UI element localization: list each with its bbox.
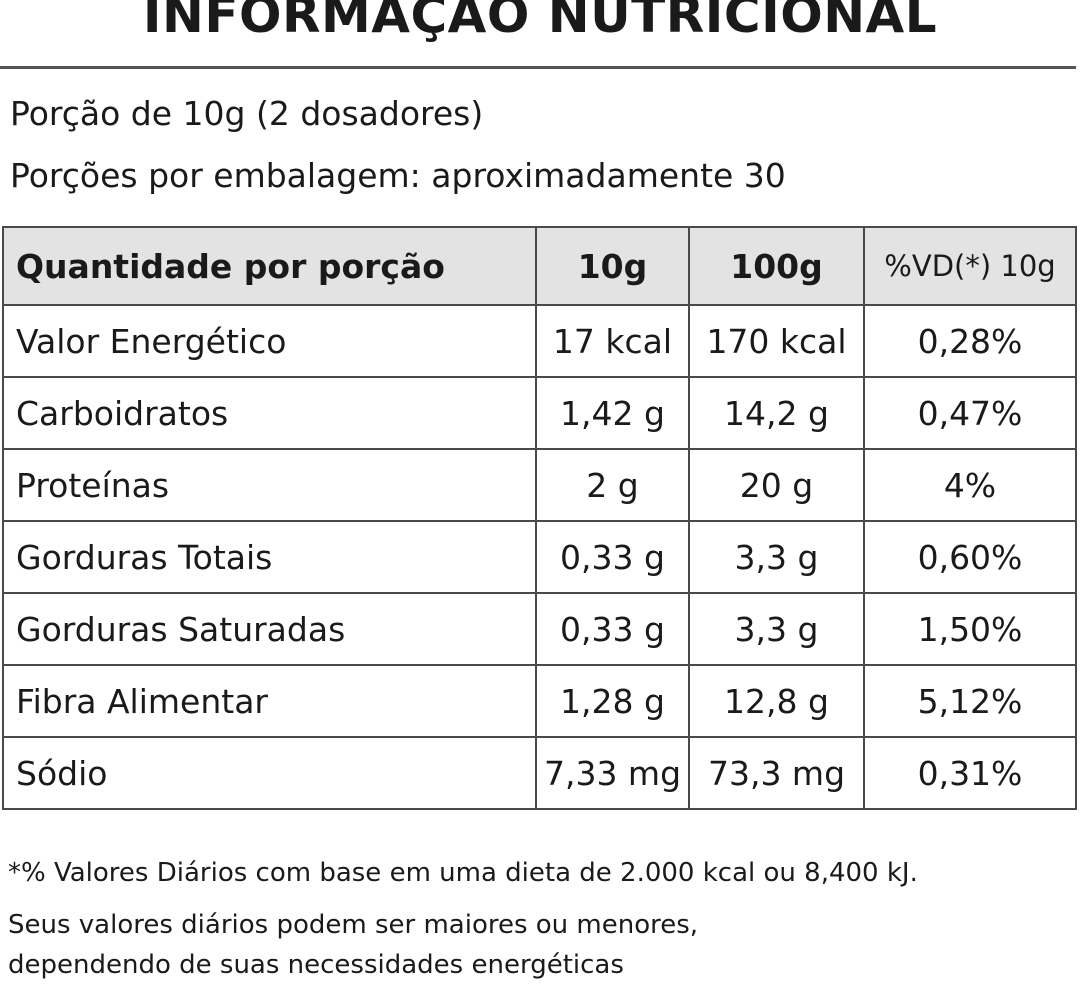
title-divider xyxy=(0,66,1076,69)
table-row: Gorduras Saturadas 0,33 g 3,3 g 1,50% xyxy=(2,592,1077,666)
column-header-quantity: Quantidade por porção xyxy=(2,226,537,306)
nutrient-name: Fibra Alimentar xyxy=(2,664,537,738)
table-row: Valor Energético 17 kcal 170 kcal 0,28% xyxy=(2,304,1077,378)
footnote-daily-values: *% Valores Diários com base em uma dieta… xyxy=(8,858,918,888)
value-100g: 12,8 g xyxy=(688,664,865,738)
footnote-line-3: dependendo de suas necessidades energéti… xyxy=(8,950,624,980)
nutrient-name: Gorduras Saturadas xyxy=(2,592,537,666)
daily-value: 0,47% xyxy=(863,376,1077,450)
daily-value: 5,12% xyxy=(863,664,1077,738)
value-100g: 20 g xyxy=(688,448,865,522)
daily-value: 0,60% xyxy=(863,520,1077,594)
daily-value: 0,31% xyxy=(863,736,1077,810)
nutrient-name: Valor Energético xyxy=(2,304,537,378)
table-row: Fibra Alimentar 1,28 g 12,8 g 5,12% xyxy=(2,664,1077,738)
nutrient-name: Carboidratos xyxy=(2,376,537,450)
daily-value: 1,50% xyxy=(863,592,1077,666)
value-10g: 0,33 g xyxy=(535,520,690,594)
value-100g: 14,2 g xyxy=(688,376,865,450)
column-header-100g: 100g xyxy=(688,226,865,306)
nutrient-name: Proteínas xyxy=(2,448,537,522)
value-10g: 7,33 mg xyxy=(535,736,690,810)
value-10g: 2 g xyxy=(535,448,690,522)
column-header-daily-value: %VD(*) 10g xyxy=(863,226,1077,306)
value-10g: 17 kcal xyxy=(535,304,690,378)
table-row: Gorduras Totais 0,33 g 3,3 g 0,60% xyxy=(2,520,1077,594)
value-10g: 1,28 g xyxy=(535,664,690,738)
table-row: Proteínas 2 g 20 g 4% xyxy=(2,448,1077,522)
page-title: INFORMAÇAO NUTRICIONAL xyxy=(142,0,938,44)
value-10g: 1,42 g xyxy=(535,376,690,450)
serving-size: Porção de 10g (2 dosadores) xyxy=(10,94,484,133)
column-header-10g: 10g xyxy=(535,226,690,306)
value-100g: 3,3 g xyxy=(688,592,865,666)
nutrient-name: Sódio xyxy=(2,736,537,810)
footnote-line-2: Seus valores diários podem ser maiores o… xyxy=(8,910,699,940)
daily-value: 0,28% xyxy=(863,304,1077,378)
value-10g: 0,33 g xyxy=(535,592,690,666)
table-header-row: Quantidade por porção 10g 100g %VD(*) 10… xyxy=(2,226,1077,306)
nutrition-table: Quantidade por porção 10g 100g %VD(*) 10… xyxy=(2,226,1077,810)
value-100g: 73,3 mg xyxy=(688,736,865,810)
servings-per-package: Porções por embalagem: aproximadamente 3… xyxy=(10,156,786,195)
value-100g: 170 kcal xyxy=(688,304,865,378)
value-100g: 3,3 g xyxy=(688,520,865,594)
table-row: Sódio 7,33 mg 73,3 mg 0,31% xyxy=(2,736,1077,810)
nutrient-name: Gorduras Totais xyxy=(2,520,537,594)
daily-value: 4% xyxy=(863,448,1077,522)
table-row: Carboidratos 1,42 g 14,2 g 0,47% xyxy=(2,376,1077,450)
